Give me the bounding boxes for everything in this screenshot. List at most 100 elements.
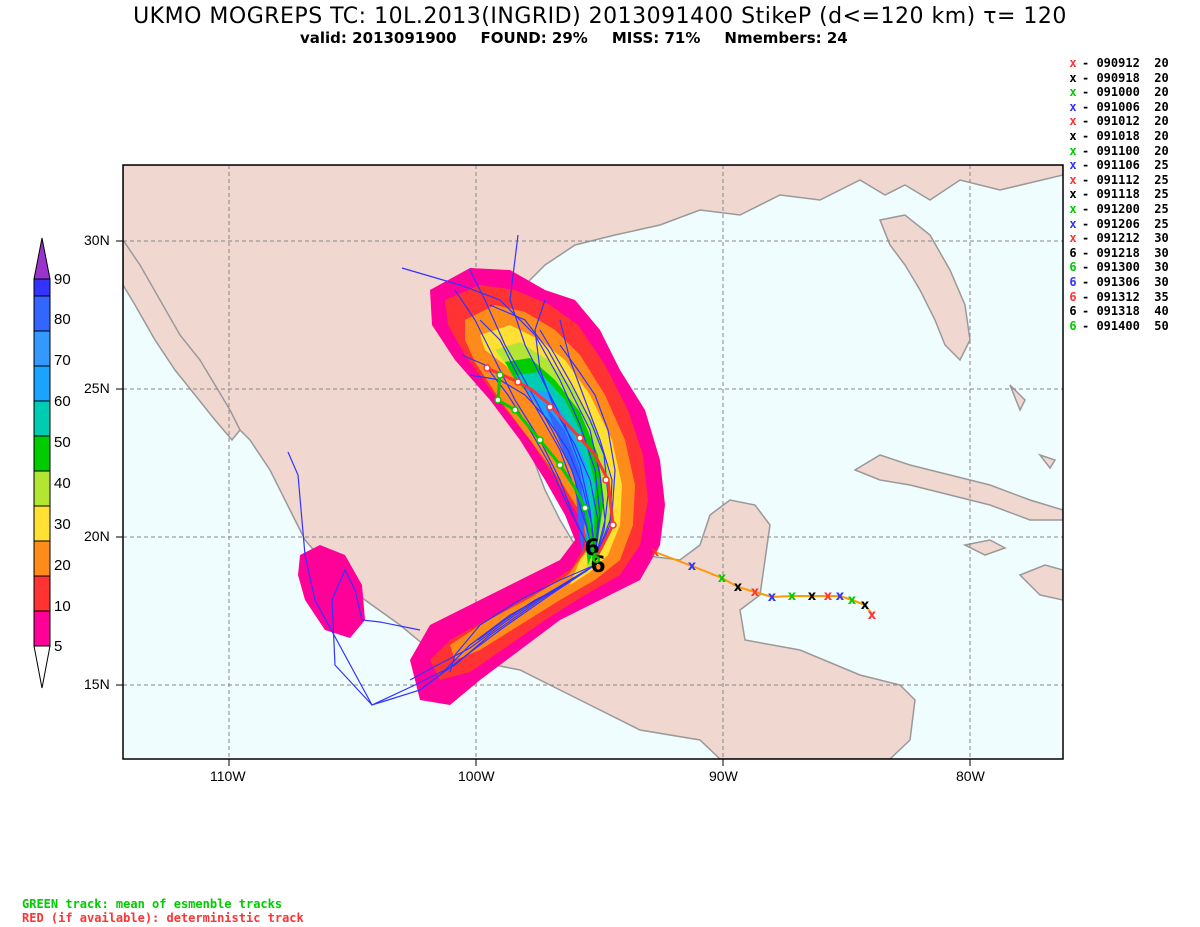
- map-frame: [122, 164, 1064, 760]
- svg-text:x: x: [808, 589, 817, 604]
- colorbar-label-60: 60: [54, 393, 71, 410]
- legend-item-label: - 091100 20: [1082, 143, 1169, 158]
- deterministic-track: [483, 364, 617, 561]
- legend-item-label: - 090918 20: [1082, 70, 1169, 85]
- svg-text:x: x: [868, 608, 877, 623]
- legend-item: x - 091206 25: [1066, 216, 1169, 232]
- hurricane-marker-icon: 6: [1069, 260, 1077, 275]
- legend-item-label: - 091000 20: [1082, 85, 1169, 100]
- colorbar-label-20: 20: [54, 557, 71, 574]
- legend-item-label: - 091212 30: [1082, 231, 1169, 246]
- legend-item-label: - 091218 30: [1082, 245, 1169, 260]
- legend-item: x - 091200 25: [1066, 201, 1169, 217]
- track-legend: x - 090912 20 x - 090918 20 x - 091000 20 x - 0…: [1066, 56, 1169, 334]
- svg-text:6: 6: [591, 551, 601, 567]
- legend-item-label: - 091300 30: [1082, 260, 1169, 275]
- legend-item: x - 091006 20: [1066, 99, 1169, 115]
- legend-item: 6 - 091312 35: [1066, 289, 1168, 305]
- svg-text:x: x: [768, 590, 777, 605]
- svg-text:x: x: [651, 545, 660, 560]
- svg-text:x: x: [751, 585, 760, 600]
- legend-item-label: - 091112 25: [1082, 172, 1169, 187]
- x-marker-icon: x: [1069, 172, 1077, 187]
- lon-label-80w: 80W: [956, 768, 985, 784]
- ensemble-tracks: [287, 234, 616, 706]
- lat-label-15n: 15N: [84, 676, 110, 692]
- colorbar-label-10: 10: [54, 598, 71, 615]
- legend-item: x - 091100 20: [1066, 143, 1169, 159]
- svg-text:x: x: [688, 559, 697, 574]
- observed-track: x x x x x x x x x x x x x 6 6 6: [584, 536, 876, 623]
- hurricane-marker-icon: 6: [1069, 274, 1077, 289]
- hurricane-marker-icon: 6: [1069, 304, 1077, 319]
- legend-item-label: - 091400 50: [1082, 318, 1169, 333]
- svg-text:x: x: [788, 589, 797, 604]
- legend-item: 6 - 091218 30: [1066, 245, 1169, 261]
- legend-item: x - 091106 25: [1066, 158, 1169, 173]
- legend-item: x - 091012 20: [1066, 114, 1169, 129]
- x-marker-icon: x: [1069, 231, 1077, 246]
- legend-item-label: - 091006 20: [1082, 99, 1169, 114]
- footer-green-note: GREEN track: mean of esmenble tracks: [22, 897, 283, 911]
- lat-label-20n: 20N: [84, 528, 110, 544]
- svg-text:x: x: [848, 593, 857, 608]
- legend-item: 6 - 091306 30: [1066, 274, 1169, 290]
- x-marker-icon: x: [1069, 158, 1077, 173]
- x-marker-icon: x: [1069, 114, 1077, 129]
- colorbar-label-70: 70: [54, 352, 71, 369]
- colorbar-label-90: 90: [54, 271, 71, 288]
- lon-label-90w: 90W: [709, 768, 738, 784]
- x-marker-icon: x: [1069, 85, 1077, 100]
- svg-text:x: x: [824, 589, 833, 604]
- legend-item-label: - 090912 20: [1082, 56, 1169, 70]
- x-marker-icon: x: [1069, 187, 1077, 202]
- x-marker-icon: x: [1069, 201, 1077, 216]
- colorbar-label-5: 5: [54, 638, 63, 655]
- legend-item: x - 091212 30: [1066, 231, 1169, 246]
- legend-item: 6 - 091300 30: [1066, 260, 1169, 275]
- found-percent: FOUND: 29%: [480, 29, 588, 47]
- legend-item-label: - 091318 40: [1082, 304, 1169, 319]
- lat-label-25n: 25N: [84, 380, 110, 396]
- lat-label-30n: 30N: [84, 232, 110, 248]
- land: [123, 165, 1063, 759]
- legend-item: x - 091018 20: [1066, 128, 1169, 144]
- legend-item: x - 091112 25: [1066, 172, 1169, 188]
- valid-time: valid: 2013091900: [300, 29, 457, 47]
- legend-item-label: - 091200 25: [1082, 201, 1169, 216]
- legend-item: 6 - 091400 50: [1066, 318, 1169, 334]
- x-marker-icon: x: [1069, 216, 1077, 231]
- legend-item: x - 090912 20: [1066, 56, 1169, 71]
- colorbar-label-40: 40: [54, 475, 71, 492]
- lon-label-110w: 110W: [210, 768, 246, 784]
- x-marker-icon: x: [1069, 99, 1077, 114]
- svg-text:6: 6: [590, 553, 605, 578]
- x-marker-icon: x: [1069, 70, 1077, 85]
- svg-text:6: 6: [584, 536, 599, 561]
- colorbar-label-80: 80: [54, 311, 71, 328]
- miss-percent: MISS: 71%: [611, 29, 701, 47]
- legend-item: x - 091000 20: [1066, 85, 1169, 100]
- legend-item: x - 091118 25: [1066, 187, 1168, 202]
- legend-item-label: - 091206 25: [1082, 216, 1169, 231]
- x-marker-icon: x: [1069, 143, 1077, 158]
- legend-item-label: - 091106 25: [1082, 158, 1169, 173]
- legend-item: x - 090918 20: [1066, 70, 1169, 86]
- legend-item-label: - 091306 30: [1082, 274, 1169, 289]
- colorbar: [33, 237, 51, 689]
- x-marker-icon: x: [1069, 56, 1077, 70]
- hurricane-marker-icon: 6: [1069, 289, 1077, 304]
- svg-text:x: x: [718, 571, 727, 586]
- footer-red-note: RED (if available): deterministic track: [22, 911, 304, 925]
- colorbar-label-50: 50: [54, 434, 71, 451]
- legend-item-label: - 091012 20: [1082, 114, 1169, 129]
- colorbar-label-30: 30: [54, 516, 71, 533]
- chart-title: UKMO MOGREPS TC: 10L.2013(INGRID) 201309…: [133, 4, 1067, 29]
- x-marker-icon: x: [1069, 128, 1077, 143]
- probability-shading: [298, 268, 665, 705]
- hurricane-marker-icon: 6: [1069, 318, 1077, 333]
- hurricane-marker-icon: 6: [1069, 245, 1077, 260]
- legend-item-label: - 091018 20: [1082, 128, 1169, 143]
- legend-item: 6 - 091318 40: [1066, 304, 1169, 319]
